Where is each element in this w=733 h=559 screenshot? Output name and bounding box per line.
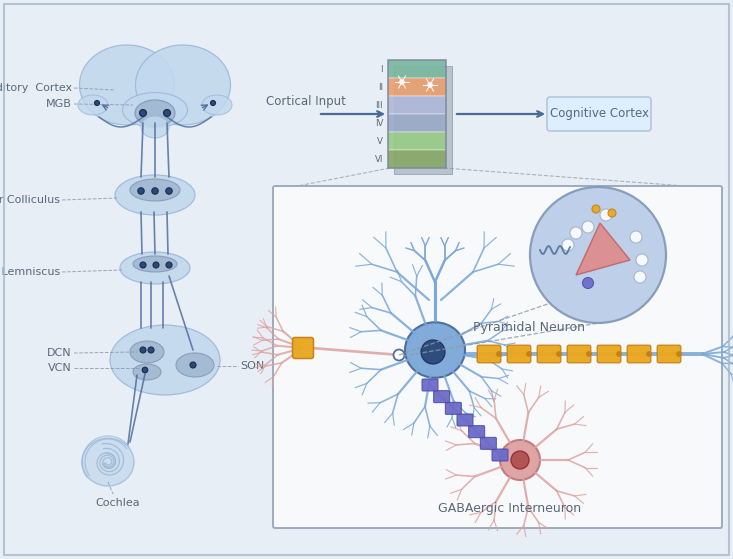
Text: GABAergic Interneuron: GABAergic Interneuron — [438, 502, 581, 515]
Ellipse shape — [122, 92, 188, 127]
FancyBboxPatch shape — [446, 402, 461, 414]
Circle shape — [140, 347, 146, 353]
FancyBboxPatch shape — [480, 437, 496, 449]
Bar — [388, 60, 446, 168]
Bar — [388, 60, 446, 78]
Ellipse shape — [133, 256, 177, 272]
FancyBboxPatch shape — [627, 345, 651, 363]
Circle shape — [527, 352, 531, 356]
Circle shape — [511, 451, 529, 469]
Ellipse shape — [110, 325, 220, 395]
Text: Cognitive Cortex: Cognitive Cortex — [550, 107, 649, 121]
Circle shape — [153, 262, 159, 268]
Circle shape — [583, 277, 594, 288]
FancyBboxPatch shape — [492, 449, 508, 461]
Circle shape — [616, 352, 621, 356]
Circle shape — [166, 262, 172, 268]
Circle shape — [647, 352, 651, 356]
Circle shape — [163, 110, 171, 116]
Circle shape — [600, 209, 612, 221]
FancyBboxPatch shape — [273, 186, 722, 528]
Bar — [388, 78, 446, 96]
Text: II: II — [378, 83, 383, 92]
Text: III: III — [375, 101, 383, 110]
Text: Cortical Input: Cortical Input — [266, 95, 346, 108]
Bar — [388, 96, 446, 114]
Circle shape — [587, 352, 592, 356]
FancyBboxPatch shape — [567, 345, 591, 363]
Circle shape — [138, 188, 144, 194]
Bar — [388, 150, 446, 168]
Circle shape — [95, 101, 100, 106]
FancyBboxPatch shape — [507, 345, 531, 363]
Ellipse shape — [82, 438, 134, 486]
Ellipse shape — [136, 45, 230, 125]
Text: Inferior Colliculus: Inferior Colliculus — [0, 195, 60, 205]
FancyBboxPatch shape — [292, 338, 314, 358]
Text: VI: VI — [375, 154, 383, 163]
Circle shape — [562, 239, 574, 251]
Circle shape — [140, 262, 146, 268]
FancyBboxPatch shape — [457, 414, 473, 426]
Circle shape — [608, 209, 616, 217]
FancyBboxPatch shape — [468, 425, 485, 438]
Circle shape — [530, 187, 666, 323]
Text: SON: SON — [240, 361, 265, 371]
Circle shape — [166, 188, 172, 194]
Circle shape — [636, 254, 648, 266]
Text: VCN: VCN — [48, 363, 72, 373]
Ellipse shape — [176, 353, 214, 377]
Circle shape — [394, 349, 405, 361]
Circle shape — [677, 352, 681, 356]
Circle shape — [190, 362, 196, 368]
FancyBboxPatch shape — [547, 97, 651, 131]
Ellipse shape — [130, 179, 180, 201]
Ellipse shape — [202, 95, 232, 115]
Text: V: V — [377, 136, 383, 145]
Ellipse shape — [133, 364, 161, 380]
FancyBboxPatch shape — [477, 345, 501, 363]
Circle shape — [500, 440, 540, 480]
Circle shape — [592, 205, 600, 213]
Text: I: I — [380, 64, 383, 73]
Circle shape — [210, 101, 216, 106]
Circle shape — [497, 352, 501, 356]
Text: Auditory  Cortex: Auditory Cortex — [0, 83, 72, 93]
Ellipse shape — [79, 45, 174, 125]
Ellipse shape — [130, 341, 164, 363]
Circle shape — [557, 352, 561, 356]
FancyBboxPatch shape — [394, 66, 452, 174]
Circle shape — [152, 188, 158, 194]
Circle shape — [630, 231, 642, 243]
Ellipse shape — [120, 252, 190, 284]
Circle shape — [142, 367, 148, 373]
Bar — [388, 114, 446, 132]
Circle shape — [427, 83, 432, 88]
FancyBboxPatch shape — [434, 391, 449, 402]
Text: DCN: DCN — [48, 348, 72, 358]
Circle shape — [148, 347, 154, 353]
Ellipse shape — [135, 100, 175, 126]
Circle shape — [421, 340, 445, 364]
Text: Lateral Lemniscus: Lateral Lemniscus — [0, 267, 60, 277]
Circle shape — [582, 221, 594, 233]
FancyBboxPatch shape — [422, 379, 438, 391]
Circle shape — [570, 227, 582, 239]
Text: Pyramidal Neuron: Pyramidal Neuron — [473, 321, 585, 334]
FancyBboxPatch shape — [597, 345, 621, 363]
Ellipse shape — [141, 116, 169, 138]
Circle shape — [399, 79, 405, 84]
FancyBboxPatch shape — [537, 345, 561, 363]
Polygon shape — [576, 223, 630, 275]
Ellipse shape — [78, 95, 108, 115]
Ellipse shape — [115, 175, 195, 215]
Text: Cochlea: Cochlea — [96, 498, 140, 508]
Text: IV: IV — [375, 119, 383, 127]
Text: MGB: MGB — [46, 99, 72, 109]
Ellipse shape — [405, 322, 465, 378]
Circle shape — [634, 271, 646, 283]
Bar — [388, 132, 446, 150]
Circle shape — [139, 110, 147, 116]
FancyBboxPatch shape — [658, 345, 681, 363]
